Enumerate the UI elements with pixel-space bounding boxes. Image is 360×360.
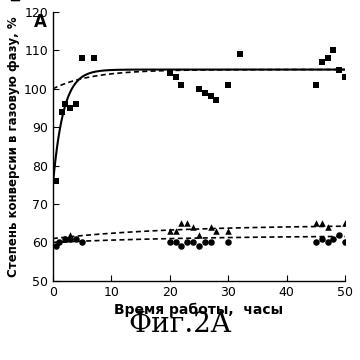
Point (179, 220, 184, 226)
Point (196, 86, 202, 92)
Point (79, 55, 85, 61)
Point (173, 239, 179, 245)
Point (79, 239, 85, 245)
Point (325, 55, 330, 61)
Point (73, 236, 79, 242)
Point (319, 236, 325, 242)
Point (319, 220, 325, 226)
Point (167, 228, 172, 234)
Point (173, 75, 179, 80)
Point (184, 220, 190, 226)
Point (225, 239, 231, 245)
Text: A: A (34, 13, 47, 31)
Point (62, 236, 67, 242)
Point (179, 82, 184, 88)
Point (225, 228, 231, 234)
Point (225, 82, 231, 88)
Point (313, 220, 319, 226)
Point (62, 101, 67, 107)
Point (237, 51, 243, 57)
Point (208, 94, 213, 99)
Point (202, 239, 208, 245)
Point (342, 239, 348, 245)
Point (179, 243, 184, 249)
Point (167, 239, 172, 245)
Point (319, 59, 325, 65)
Point (208, 239, 213, 245)
Point (202, 90, 208, 95)
Point (330, 48, 336, 53)
Point (342, 75, 348, 80)
Point (67, 232, 73, 238)
Point (190, 239, 196, 245)
X-axis label: Время работы,  часы: Время работы, часы (114, 303, 284, 317)
Point (173, 228, 179, 234)
Point (325, 224, 330, 230)
Point (313, 239, 319, 245)
Point (167, 71, 172, 76)
Point (56, 239, 62, 245)
Y-axis label: Степень конверсии в газовую фазу, %: Степень конверсии в газовую фазу, % (7, 16, 20, 277)
Point (53, 178, 59, 184)
Point (213, 98, 219, 103)
Point (330, 236, 336, 242)
Point (336, 232, 342, 238)
Point (336, 67, 342, 72)
Point (67, 236, 73, 242)
Point (196, 243, 202, 249)
Point (59, 109, 64, 115)
Point (184, 239, 190, 245)
Point (313, 82, 319, 88)
Point (62, 236, 67, 242)
Point (73, 101, 79, 107)
Point (67, 105, 73, 111)
Point (190, 224, 196, 230)
Point (196, 232, 202, 238)
Point (91, 55, 96, 61)
Point (208, 224, 213, 230)
Point (342, 220, 348, 226)
Point (325, 239, 330, 245)
Point (53, 243, 59, 249)
Text: Фиг.2A: Фиг.2A (129, 311, 231, 338)
Point (213, 228, 219, 234)
